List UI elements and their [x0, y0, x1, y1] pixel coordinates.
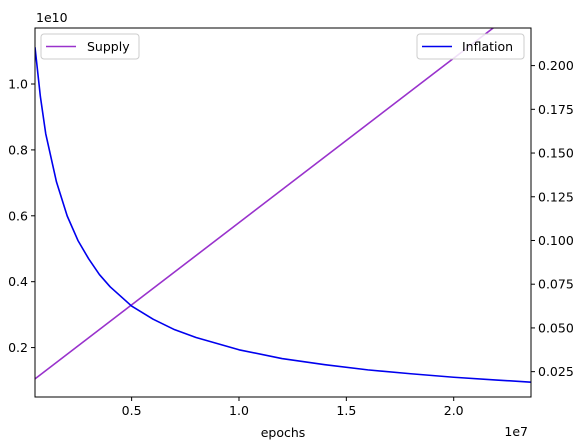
legend-inflation-label: Inflation [462, 39, 513, 54]
y-right-tick-label: 0.050 [538, 320, 574, 335]
x-offset-label: 1e7 [504, 424, 528, 439]
y-left-tick-label: 1.0 [8, 77, 28, 92]
y-axis-right: 0.025 0.050 0.075 0.100 0.125 0.150 0.175 0.200 [531, 58, 574, 379]
x-tick-label: 2.0 [444, 403, 464, 418]
x-tick-label: 1.0 [229, 403, 249, 418]
y-right-tick-label: 0.075 [538, 277, 574, 292]
legend-supply-label: Supply [87, 39, 130, 54]
y-left-tick-label: 0.4 [8, 274, 28, 289]
y-left-tick-label: 0.8 [8, 142, 28, 157]
legend-supply-box [40, 33, 140, 60]
y-right-tick-label: 0.200 [538, 58, 574, 73]
series-line-inflation [35, 47, 531, 383]
series-line-supply [35, 28, 495, 380]
plot-frame [34, 27, 532, 398]
y-right-tick-label: 0.100 [538, 233, 574, 248]
y-right-tick-label: 0.175 [538, 102, 574, 117]
series-layer [35, 28, 531, 383]
y-left-tick-label: 0.6 [8, 208, 28, 223]
y-right-tick-label: 0.025 [538, 364, 574, 379]
x-axis-label: epochs [261, 425, 306, 440]
y-left-tick-label: 0.2 [8, 340, 28, 355]
x-tick-label: 1.5 [336, 403, 356, 418]
x-axis: 0.5 1.0 1.5 2.0 [122, 397, 464, 418]
y-right-tick-label: 0.125 [538, 189, 574, 204]
legend-supply: Supply [40, 33, 140, 60]
y-left-offset-label: 1e10 [36, 10, 68, 25]
legend-inflation: Inflation [416, 33, 525, 60]
x-tick-label: 0.5 [122, 403, 142, 418]
legend-inflation-box [416, 33, 525, 60]
y-right-tick-label: 0.150 [538, 146, 574, 161]
y-axis-left: 0.2 0.4 0.6 0.8 1.0 [8, 77, 35, 355]
